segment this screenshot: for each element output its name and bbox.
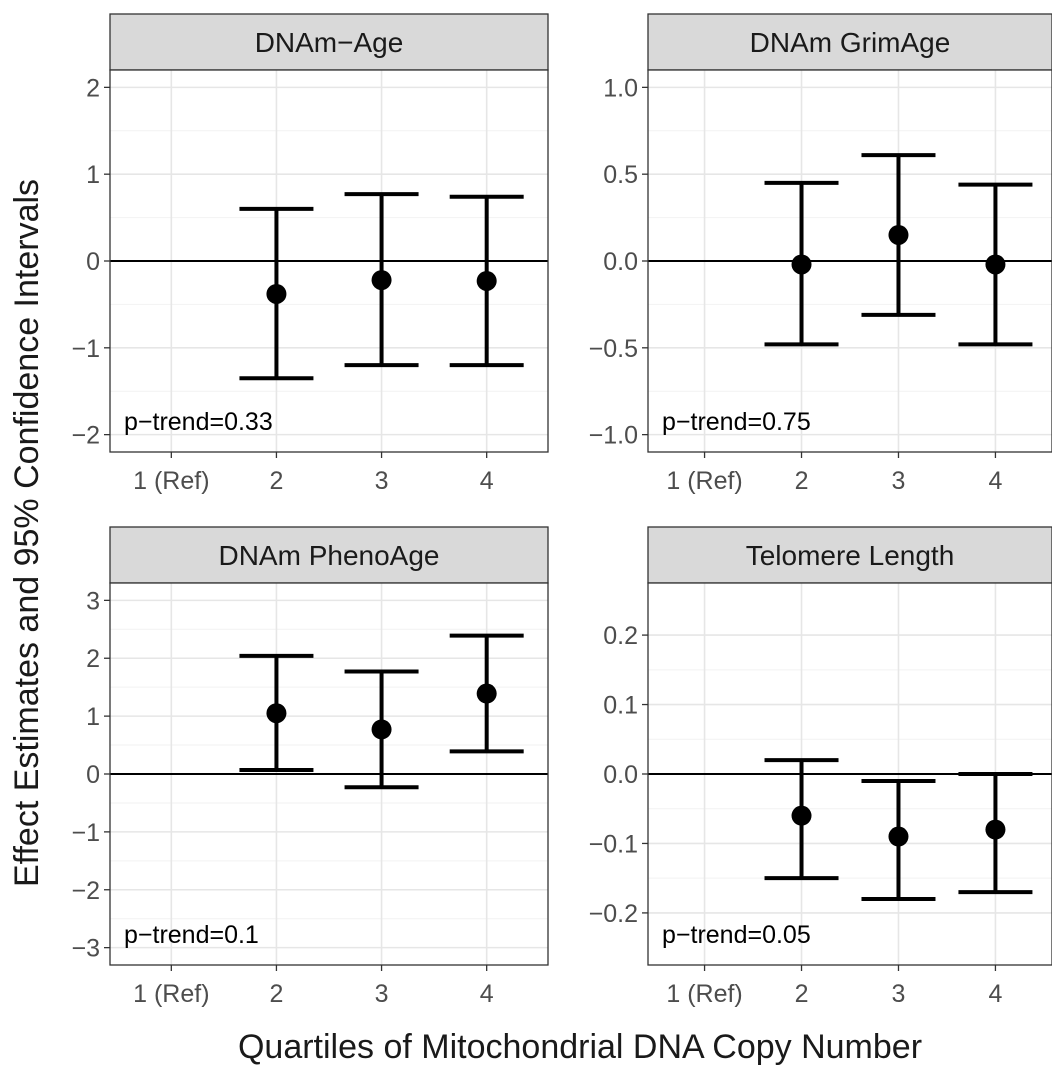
y-tick-label: 2 — [86, 74, 100, 102]
y-tick-label: 0.1 — [603, 692, 638, 720]
x-tick-label: 4 — [988, 467, 1002, 495]
y-tick-label: −1 — [71, 335, 100, 363]
facet-title: DNAm PhenoAge — [218, 540, 439, 571]
x-tick-label: 3 — [892, 980, 906, 1008]
y-tick-label: −1.0 — [589, 422, 638, 450]
point-estimate — [888, 826, 909, 847]
y-tick-label: −0.1 — [589, 830, 638, 858]
facet-strip — [647, 13, 1052, 71]
y-tick-label: 1 — [86, 161, 100, 189]
y-tick-label: −0.2 — [589, 900, 638, 928]
panel-border — [647, 582, 1052, 966]
x-tick-label: 1 (Ref) — [133, 980, 209, 1008]
x-tick-label: 1 (Ref) — [666, 980, 742, 1008]
y-tick-label: 2 — [86, 645, 100, 673]
panel-4: Telomere Length −0.2 −0.1 0.0 0.1 0.2 1 (Ref) 2… — [589, 526, 1052, 1008]
y-tick-label: 1.0 — [603, 74, 638, 102]
y-tick-label: −3 — [71, 935, 100, 963]
y-tick-label: 0.5 — [603, 161, 638, 189]
panel-border — [647, 69, 1052, 453]
y-tick-label: 1 — [86, 703, 100, 731]
x-tick-label: 4 — [480, 467, 494, 495]
point-estimate — [476, 270, 497, 291]
y-tick-label: 0 — [86, 248, 100, 276]
facet-strip — [647, 526, 1052, 584]
point-estimate — [791, 805, 812, 826]
panel-2: DNAm GrimAge −1.0 −0.5 0.0 0.5 1.0 1 (Ref) 2 3 4 p… — [589, 13, 1052, 495]
point-estimate — [266, 703, 287, 724]
y-axis-title: Effect Estimates and 95% Confidence Inte… — [8, 179, 46, 887]
y-tick-label: 0 — [86, 761, 100, 789]
x-axis-title: Quartiles of Mitochondrial DNA Copy Numb… — [238, 1028, 922, 1066]
x-tick-label: 3 — [375, 980, 389, 1008]
point-estimate — [985, 254, 1006, 275]
y-tick-label: 3 — [86, 587, 100, 615]
point-estimate — [476, 683, 497, 704]
x-tick-label: 2 — [269, 467, 283, 495]
y-tick-label: −2 — [71, 877, 100, 905]
p-trend-annotation: p−trend=0.33 — [124, 408, 273, 436]
x-tick-label: 4 — [480, 980, 494, 1008]
x-tick-label: 1 (Ref) — [666, 467, 742, 495]
p-trend-annotation: p−trend=0.1 — [124, 921, 259, 949]
point-estimate — [985, 819, 1006, 840]
x-tick-label: 3 — [375, 467, 389, 495]
p-trend-annotation: p−trend=0.75 — [662, 408, 811, 436]
x-tick-label: 2 — [795, 980, 809, 1008]
point-estimate — [791, 254, 812, 275]
facet-title: Telomere Length — [746, 540, 955, 571]
y-tick-label: 0.2 — [603, 622, 638, 650]
p-trend-annotation: p−trend=0.05 — [662, 921, 811, 949]
y-tick-label: 0.0 — [603, 248, 638, 276]
x-tick-label: 2 — [795, 467, 809, 495]
x-tick-label: 1 (Ref) — [133, 467, 209, 495]
x-tick-label: 3 — [892, 467, 906, 495]
y-tick-label: −2 — [71, 422, 100, 450]
point-estimate — [371, 719, 392, 740]
x-tick-label: 4 — [988, 980, 1002, 1008]
y-tick-label: 0.0 — [603, 761, 638, 789]
point-estimate — [371, 270, 392, 291]
panel-3: DNAm PhenoAge −3 −2 −1 0 1 2 3 1 (Ref) 2 3 4 p−trend… — [71, 526, 549, 1008]
y-tick-label: −1 — [71, 819, 100, 847]
point-estimate — [888, 224, 909, 245]
panel-border — [109, 69, 549, 453]
facet-title: DNAm−Age — [255, 27, 404, 58]
facet-title: DNAm GrimAge — [750, 27, 951, 58]
panel-1: DNAm−Age −2 −1 0 1 2 1 (Ref) 2 3 4 p−trend=0.33 — [71, 13, 549, 495]
facet-strip — [109, 526, 549, 584]
y-tick-label: −0.5 — [589, 335, 638, 363]
x-tick-label: 2 — [269, 980, 283, 1008]
facet-strip — [109, 13, 549, 71]
point-estimate — [266, 283, 287, 304]
panel-border — [109, 582, 549, 966]
